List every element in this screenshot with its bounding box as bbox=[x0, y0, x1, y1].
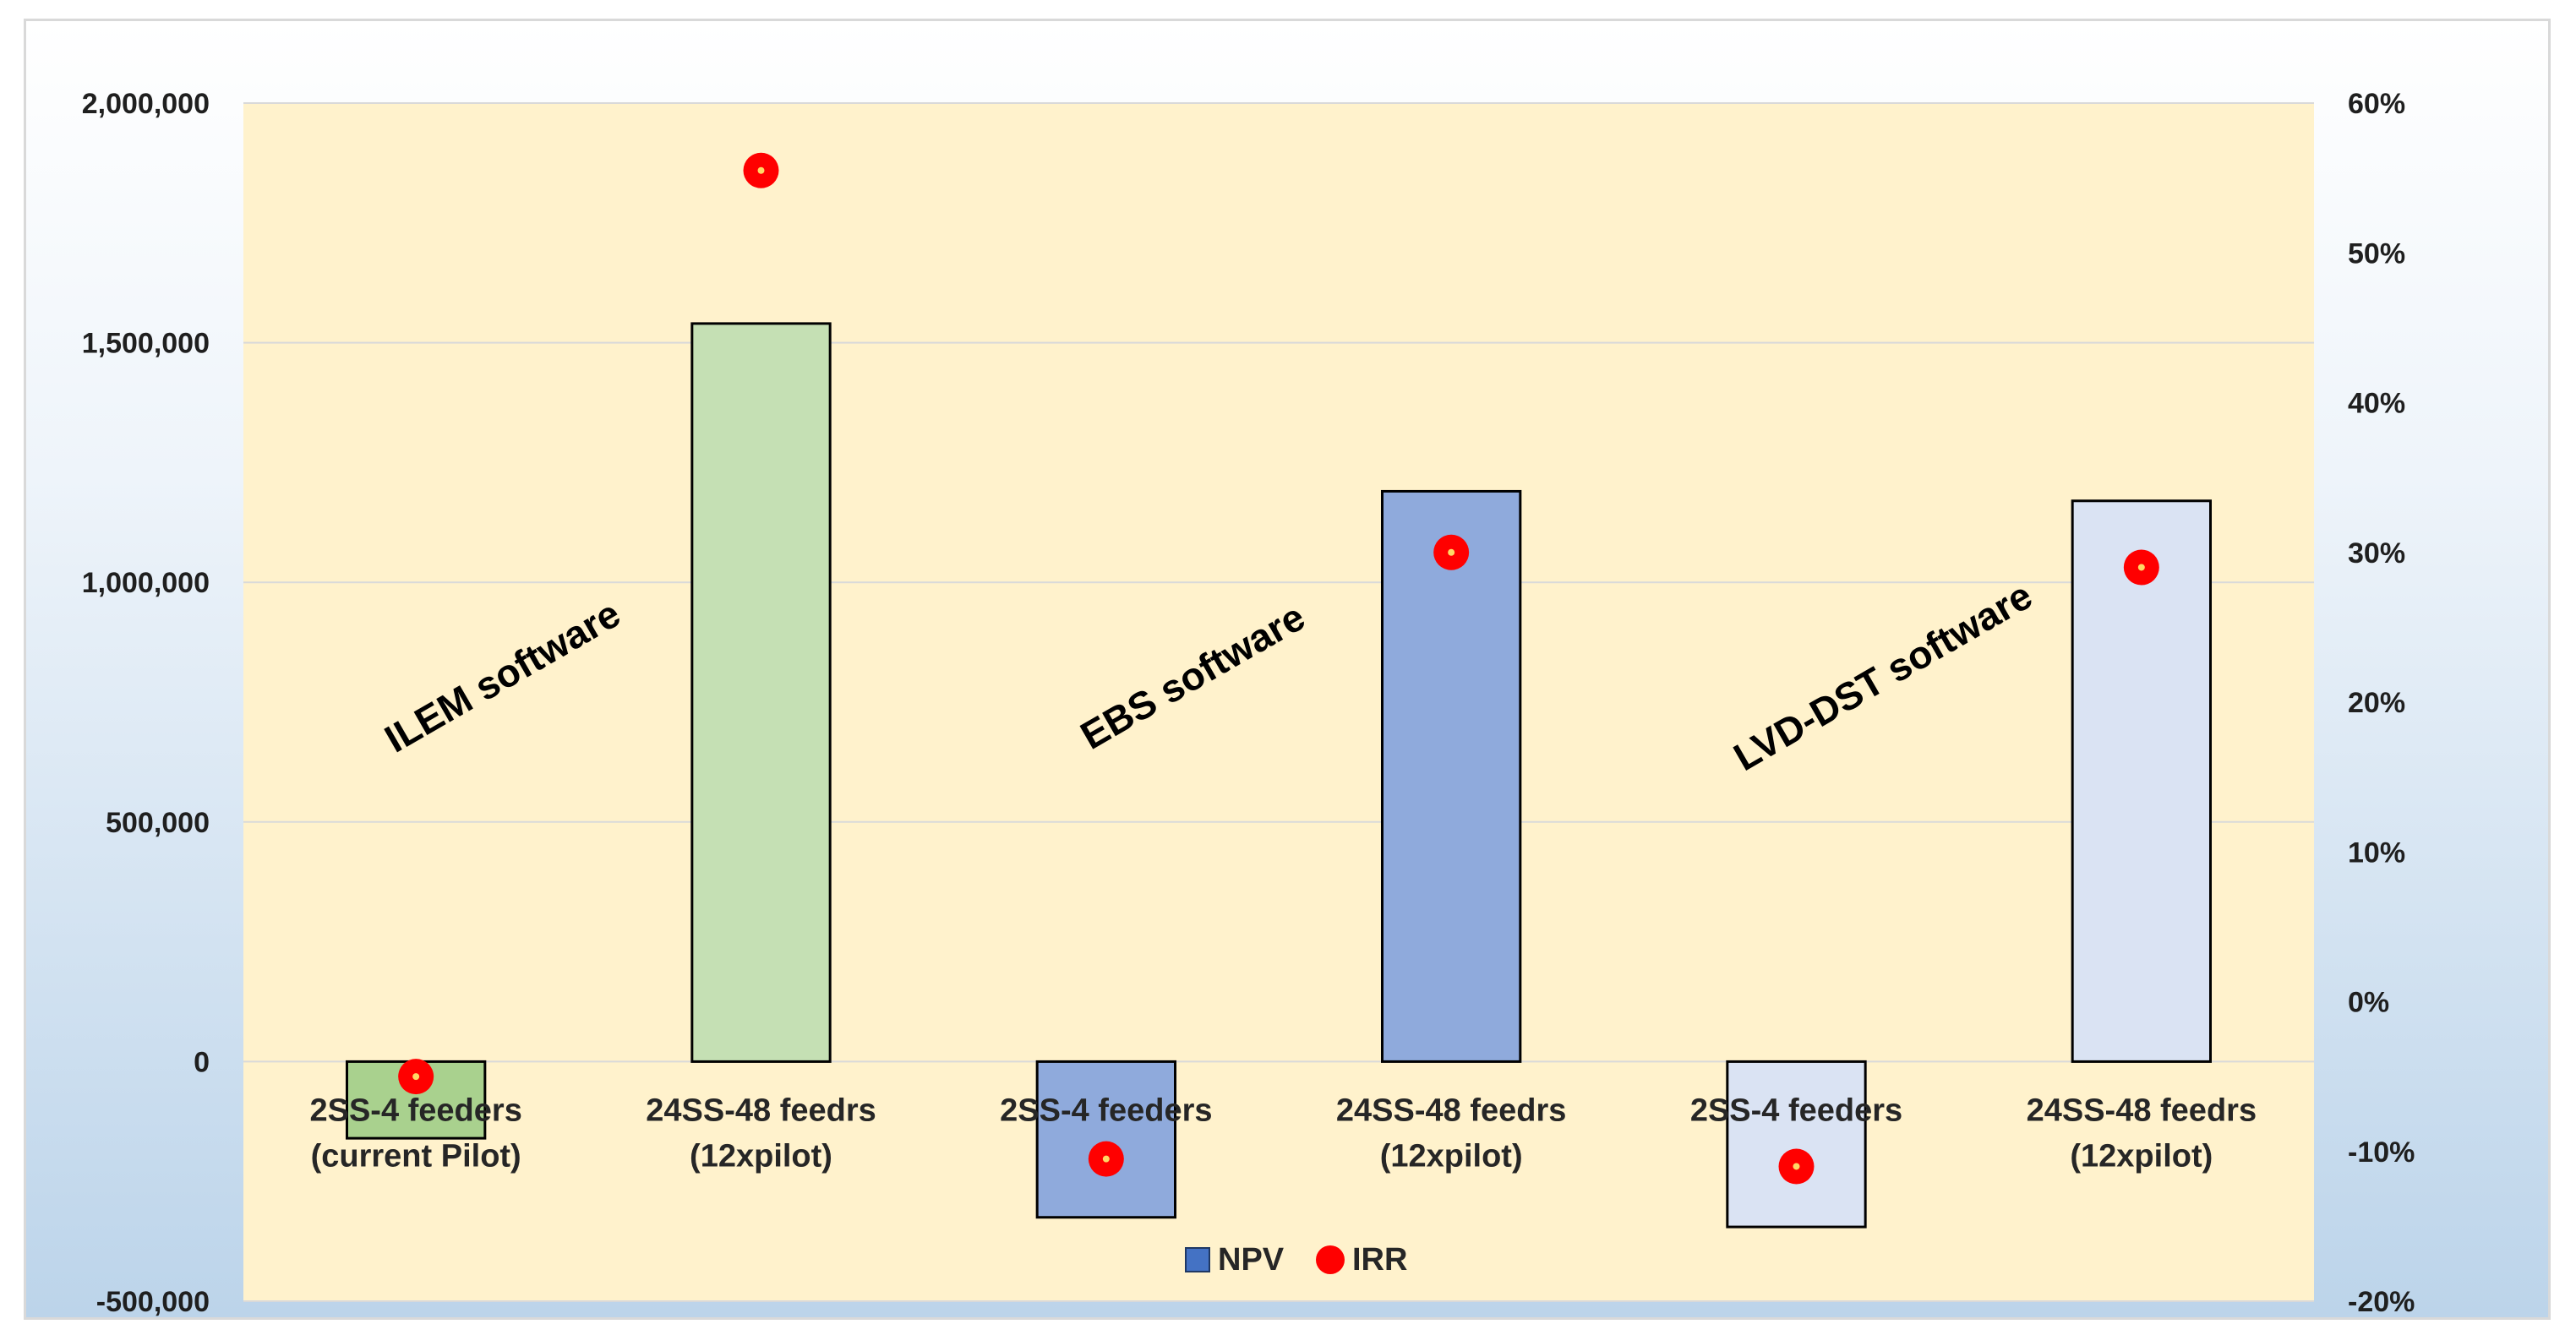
legend-swatch-irr bbox=[1316, 1245, 1345, 1274]
npv-bar bbox=[1035, 1060, 1176, 1219]
category-label: 24SS-48 feedrs bbox=[1336, 1093, 1567, 1128]
right-axis-tick-label: -10% bbox=[2348, 1136, 2415, 1169]
plot-area bbox=[243, 103, 2314, 1301]
category-label: 24SS-48 feedrs bbox=[646, 1093, 876, 1128]
right-axis-tick-label: 40% bbox=[2348, 388, 2405, 420]
irr-point-center bbox=[1102, 1155, 1110, 1163]
category-label: (current Pilot) bbox=[311, 1138, 521, 1174]
category-label: (12xpilot) bbox=[1380, 1138, 1523, 1174]
right-axis-tick-label: 10% bbox=[2348, 836, 2405, 869]
left-axis-tick-label: -500,000 bbox=[96, 1286, 210, 1318]
irr-point-center bbox=[757, 166, 765, 174]
irr-point-center bbox=[412, 1073, 420, 1081]
npv-irr-chart: ILEM software EBS software LVD-DST softwar… bbox=[82, 88, 2415, 1318]
right-axis-tick-label: 30% bbox=[2348, 537, 2405, 569]
category-label: 24SS-48 feedrs bbox=[2027, 1093, 2257, 1128]
npv-bar bbox=[690, 322, 832, 1063]
npv-bar bbox=[2071, 499, 2213, 1063]
category-label: (12xpilot) bbox=[690, 1138, 832, 1174]
npv-bar bbox=[1726, 1060, 1867, 1229]
npv-bar bbox=[1381, 489, 1522, 1063]
left-axis-tick-label: 1,500,000 bbox=[82, 328, 210, 360]
right-axis-tick-label: -20% bbox=[2348, 1286, 2415, 1318]
legend-swatch-npv bbox=[1185, 1247, 1210, 1272]
left-axis-tick-label: 0 bbox=[194, 1046, 210, 1078]
left-axis-tick-label: 2,000,000 bbox=[82, 88, 210, 120]
right-axis-tick-label: 20% bbox=[2348, 687, 2405, 719]
legend-label: IRR bbox=[1352, 1242, 1407, 1278]
left-axis-tick-label: 500,000 bbox=[106, 807, 210, 839]
irr-point-center bbox=[1448, 548, 1455, 556]
irr-point-center bbox=[2137, 564, 2145, 571]
category-label: 2SS-4 feeders bbox=[1690, 1093, 1902, 1128]
chart-frame: ILEM software EBS software LVD-DST softwar… bbox=[24, 19, 2551, 1320]
right-axis-tick-label: 50% bbox=[2348, 237, 2405, 270]
irr-point-center bbox=[1793, 1163, 1800, 1170]
category-label: 2SS-4 feeders bbox=[1000, 1093, 1212, 1128]
left-axis-tick-label: 1,000,000 bbox=[82, 567, 210, 599]
right-axis-tick-label: 0% bbox=[2348, 987, 2389, 1019]
category-label: (12xpilot) bbox=[2070, 1138, 2213, 1174]
right-axis-tick-label: 60% bbox=[2348, 88, 2405, 120]
legend-label: NPV bbox=[1218, 1242, 1285, 1278]
category-label: 2SS-4 feeders bbox=[309, 1093, 521, 1128]
